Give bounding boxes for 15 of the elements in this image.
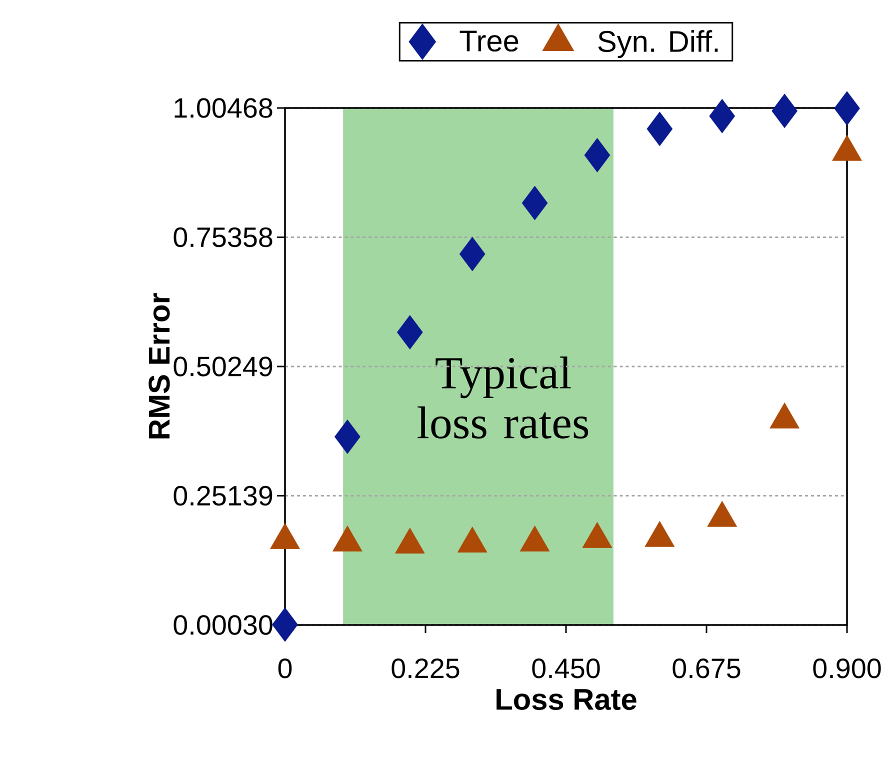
x-tick-label: 0.450 bbox=[532, 658, 600, 678]
x-axis-title: Loss Rate bbox=[496, 689, 636, 710]
x-tick-label: 0 bbox=[278, 658, 292, 678]
y-tick-label: 0.75358 bbox=[174, 227, 272, 248]
y-tick-label: 1.00468 bbox=[174, 98, 272, 118]
x-tick-label: 0.225 bbox=[392, 658, 460, 678]
y-axis-title: RMS Error bbox=[148, 293, 170, 438]
x-tick-label: 0.900 bbox=[813, 658, 881, 678]
y-tick-label: 0.00030 bbox=[174, 615, 272, 635]
legend-label: Tree bbox=[460, 30, 518, 52]
legend-label: Syn. Diff. bbox=[598, 30, 718, 58]
y-tick-label: 0.50249 bbox=[174, 356, 272, 376]
x-tick-label: 0.675 bbox=[672, 658, 740, 678]
y-tick-label: 0.25139 bbox=[174, 486, 272, 506]
band-label: Typical loss rates bbox=[418, 356, 588, 439]
